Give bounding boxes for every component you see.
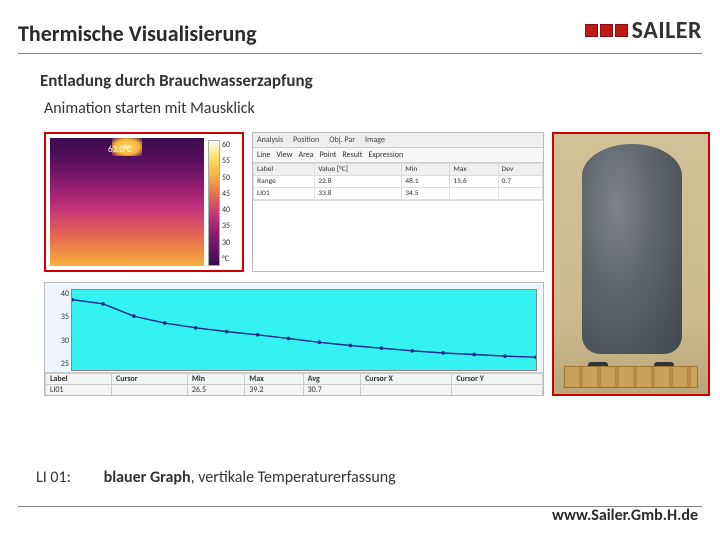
slide-subtitle: Entladung durch Brauchwasserzapfung — [40, 70, 702, 91]
title-divider — [18, 53, 702, 54]
analysis-tabstrip: Analysis Position Obj. Par Image — [253, 133, 543, 148]
chart-legend-strip: Label Cursor Min Max Avg Cursor X Cursor… — [45, 372, 543, 395]
legend-th: Min — [187, 374, 244, 385]
analysis-table: Label Value [°C] Min Max Dev Range 22.8 … — [253, 163, 543, 200]
colorbar-tick: 50 — [222, 173, 230, 183]
analysis-tool[interactable]: View — [276, 150, 292, 160]
table-row: Label Cursor Min Max Avg Cursor X Cursor… — [46, 374, 543, 385]
analysis-toolbar: Line View Area Point Result Expression — [253, 148, 543, 163]
analysis-td: Range — [254, 176, 315, 188]
table-row: Range 22.8 48.1 15.6 0.7 — [254, 176, 543, 188]
colorbar-gradient — [208, 140, 220, 266]
analysis-td: 33.8 — [315, 188, 402, 200]
analysis-tool[interactable]: Expression — [368, 150, 403, 160]
legend-th: Cursor X — [361, 374, 452, 385]
title-row: Thermische Visualisierung SAILER — [18, 20, 702, 47]
analysis-td: 22.8 — [315, 176, 402, 188]
caption-bold: blauer Graph — [104, 468, 191, 487]
legend-td — [111, 385, 187, 396]
y-tick: 40 — [49, 289, 69, 299]
analysis-td — [450, 188, 498, 200]
logo-text: SAILER — [632, 16, 702, 45]
analysis-tool[interactable]: Point — [320, 150, 337, 160]
tank-pallet — [564, 366, 698, 388]
table-row: LI01 26.5 39.2 30.7 — [46, 385, 543, 396]
analysis-tab[interactable]: Obj. Par — [329, 135, 355, 145]
analysis-td — [498, 188, 542, 200]
chart-caption: LI 01: blauer Graph, vertikale Temperatu… — [36, 468, 396, 487]
caption-rest: , vertikale Temperaturerfassung — [191, 468, 396, 487]
colorbar-tick: 60 — [222, 140, 230, 150]
analysis-empty-area — [253, 200, 543, 271]
chart-svg — [72, 290, 536, 370]
analysis-tool[interactable]: Area — [298, 150, 313, 160]
analysis-th: Label — [254, 164, 315, 176]
y-tick: 35 — [49, 312, 69, 322]
chart-plot-area — [71, 289, 537, 371]
thermal-readout: 63.0°C — [108, 144, 132, 155]
colorbar-tick: 55 — [222, 156, 230, 166]
legend-th: Label — [46, 374, 112, 385]
chart-y-axis: 40 35 30 25 — [49, 289, 69, 369]
colorbar-tick: 30 — [222, 238, 230, 248]
line-chart-panel: 40 35 30 25 Label Cursor Min Max Avg Cur… — [44, 282, 544, 396]
analysis-window: Analysis Position Obj. Par Image Line Vi… — [252, 132, 544, 272]
legend-td: 26.5 — [187, 385, 244, 396]
legend-td — [361, 385, 452, 396]
analysis-tool[interactable]: Result — [342, 150, 362, 160]
tank-photo-panel — [552, 132, 710, 396]
analysis-tab[interactable]: Image — [365, 135, 385, 145]
analysis-tool[interactable]: Line — [257, 150, 270, 160]
caption-label: LI 01: — [36, 468, 100, 487]
colorbar-ticks: 60 55 50 45 40 35 30 °C — [222, 140, 230, 264]
analysis-td: 0.7 — [498, 176, 542, 188]
logo-squares — [585, 24, 628, 37]
analysis-tab[interactable]: Analysis — [257, 135, 283, 145]
analysis-th: Value [°C] — [315, 164, 402, 176]
logo-square-2 — [600, 24, 613, 37]
table-row: LI01 33.8 34.5 — [254, 188, 543, 200]
thermal-image-panel: 63.0°C 60 55 50 45 40 35 30 °C — [44, 132, 244, 272]
slide-title: Thermische Visualisierung — [18, 20, 257, 47]
colorbar-tick: 40 — [222, 205, 230, 215]
y-tick: 30 — [49, 336, 69, 346]
legend-th: Avg — [303, 374, 360, 385]
analysis-th: Min — [402, 164, 450, 176]
analysis-td: 48.1 — [402, 176, 450, 188]
analysis-td: 15.6 — [450, 176, 498, 188]
tank-body — [582, 144, 682, 354]
logo-square-3 — [615, 24, 628, 37]
legend-th: Max — [245, 374, 303, 385]
legend-th: Cursor Y — [452, 374, 543, 385]
analysis-td: LI01 — [254, 188, 315, 200]
thermal-image: 63.0°C — [50, 138, 204, 266]
legend-th: Cursor — [111, 374, 187, 385]
colorbar-tick: °C — [222, 254, 230, 264]
legend-td — [452, 385, 543, 396]
company-logo: SAILER — [585, 16, 702, 45]
colorbar-tick: 45 — [222, 189, 230, 199]
table-row: Label Value [°C] Min Max Dev — [254, 164, 543, 176]
thermal-colorbar: 60 55 50 45 40 35 30 °C — [208, 140, 236, 264]
analysis-th: Max — [450, 164, 498, 176]
legend-td: 30.7 — [303, 385, 360, 396]
legend-td: LI01 — [46, 385, 112, 396]
analysis-th: Dev — [498, 164, 542, 176]
slide: Thermische Visualisierung SAILER Entladu… — [0, 0, 720, 540]
caption-desc: blauer Graph, vertikale Temperaturerfass… — [104, 468, 396, 487]
legend-td: 39.2 — [245, 385, 303, 396]
analysis-tab[interactable]: Position — [293, 135, 319, 145]
content-area: 63.0°C 60 55 50 45 40 35 30 °C Analysis — [22, 128, 702, 428]
analysis-td: 34.5 — [402, 188, 450, 200]
animation-hint[interactable]: Animation starten mit Mausklick — [44, 99, 702, 118]
colorbar-tick: 35 — [222, 221, 230, 231]
logo-square-1 — [585, 24, 598, 37]
y-tick: 25 — [49, 359, 69, 369]
footer-url: www.Sailer.Gmb.H.de — [552, 506, 698, 525]
